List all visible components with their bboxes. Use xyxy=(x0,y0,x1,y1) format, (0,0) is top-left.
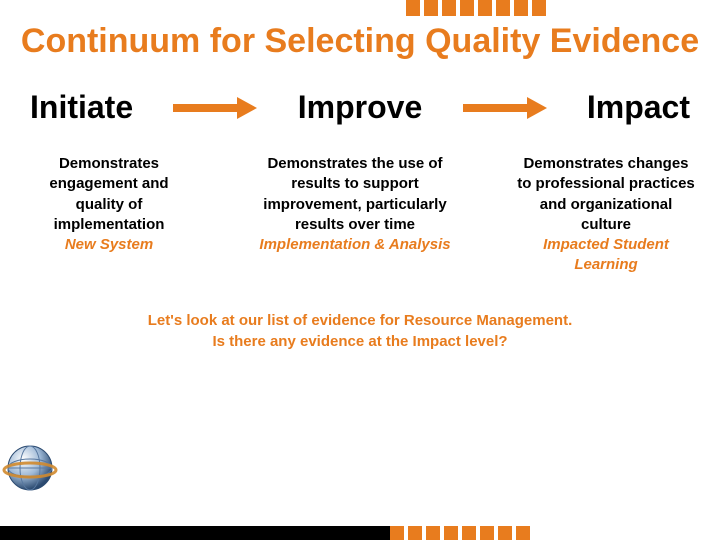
desc-highlight: Impacted Student Learning xyxy=(516,235,696,276)
stage-improve: Improve xyxy=(298,89,422,126)
bottom-stripe-group xyxy=(390,526,534,540)
top-stripe-group xyxy=(406,0,550,16)
desc-improve: Demonstrates the use of results to suppo… xyxy=(255,154,455,276)
arrow-line xyxy=(463,104,527,112)
stripe xyxy=(498,526,512,540)
footer-line-2: Is there any evidence at the Impact leve… xyxy=(40,331,680,352)
arrow-head xyxy=(237,97,257,119)
stripe xyxy=(426,526,440,540)
desc-body: Demonstrates changes to professional pra… xyxy=(516,154,696,235)
stripe xyxy=(442,0,456,16)
footer-prompt: Let's look at our list of evidence for R… xyxy=(0,286,720,352)
stripe xyxy=(462,526,476,540)
desc-body: Demonstrates engagement and quality of i… xyxy=(24,154,194,235)
arrow-line xyxy=(173,104,237,112)
desc-highlight: Implementation & Analysis xyxy=(255,235,455,255)
stripe xyxy=(390,526,404,540)
desc-impact: Demonstrates changes to professional pra… xyxy=(516,154,696,276)
stripe xyxy=(516,526,530,540)
desc-highlight: New System xyxy=(24,235,194,255)
desc-initiate: Demonstrates engagement and quality of i… xyxy=(24,154,194,276)
footer-line-1: Let's look at our list of evidence for R… xyxy=(40,310,680,331)
slide-title: Continuum for Selecting Quality Evidence xyxy=(0,0,720,71)
stage-impact: Impact xyxy=(587,89,690,126)
desc-body: Demonstrates the use of results to suppo… xyxy=(255,154,455,235)
arrow-icon xyxy=(463,97,547,119)
stripe xyxy=(406,0,420,16)
arrow-icon xyxy=(173,97,257,119)
bottom-bar xyxy=(0,526,720,540)
bottom-bar-black xyxy=(0,526,390,540)
stripe xyxy=(514,0,528,16)
stripe xyxy=(408,526,422,540)
descriptions-row: Demonstrates engagement and quality of i… xyxy=(0,132,720,286)
stripe xyxy=(478,0,492,16)
stripe xyxy=(424,0,438,16)
globe-icon xyxy=(2,440,58,496)
stripe xyxy=(460,0,474,16)
stripe xyxy=(444,526,458,540)
stage-initiate: Initiate xyxy=(30,89,133,126)
stages-row: Initiate Improve Impact xyxy=(0,71,720,132)
stripe xyxy=(480,526,494,540)
stripe xyxy=(532,0,546,16)
stripe xyxy=(496,0,510,16)
arrow-head xyxy=(527,97,547,119)
